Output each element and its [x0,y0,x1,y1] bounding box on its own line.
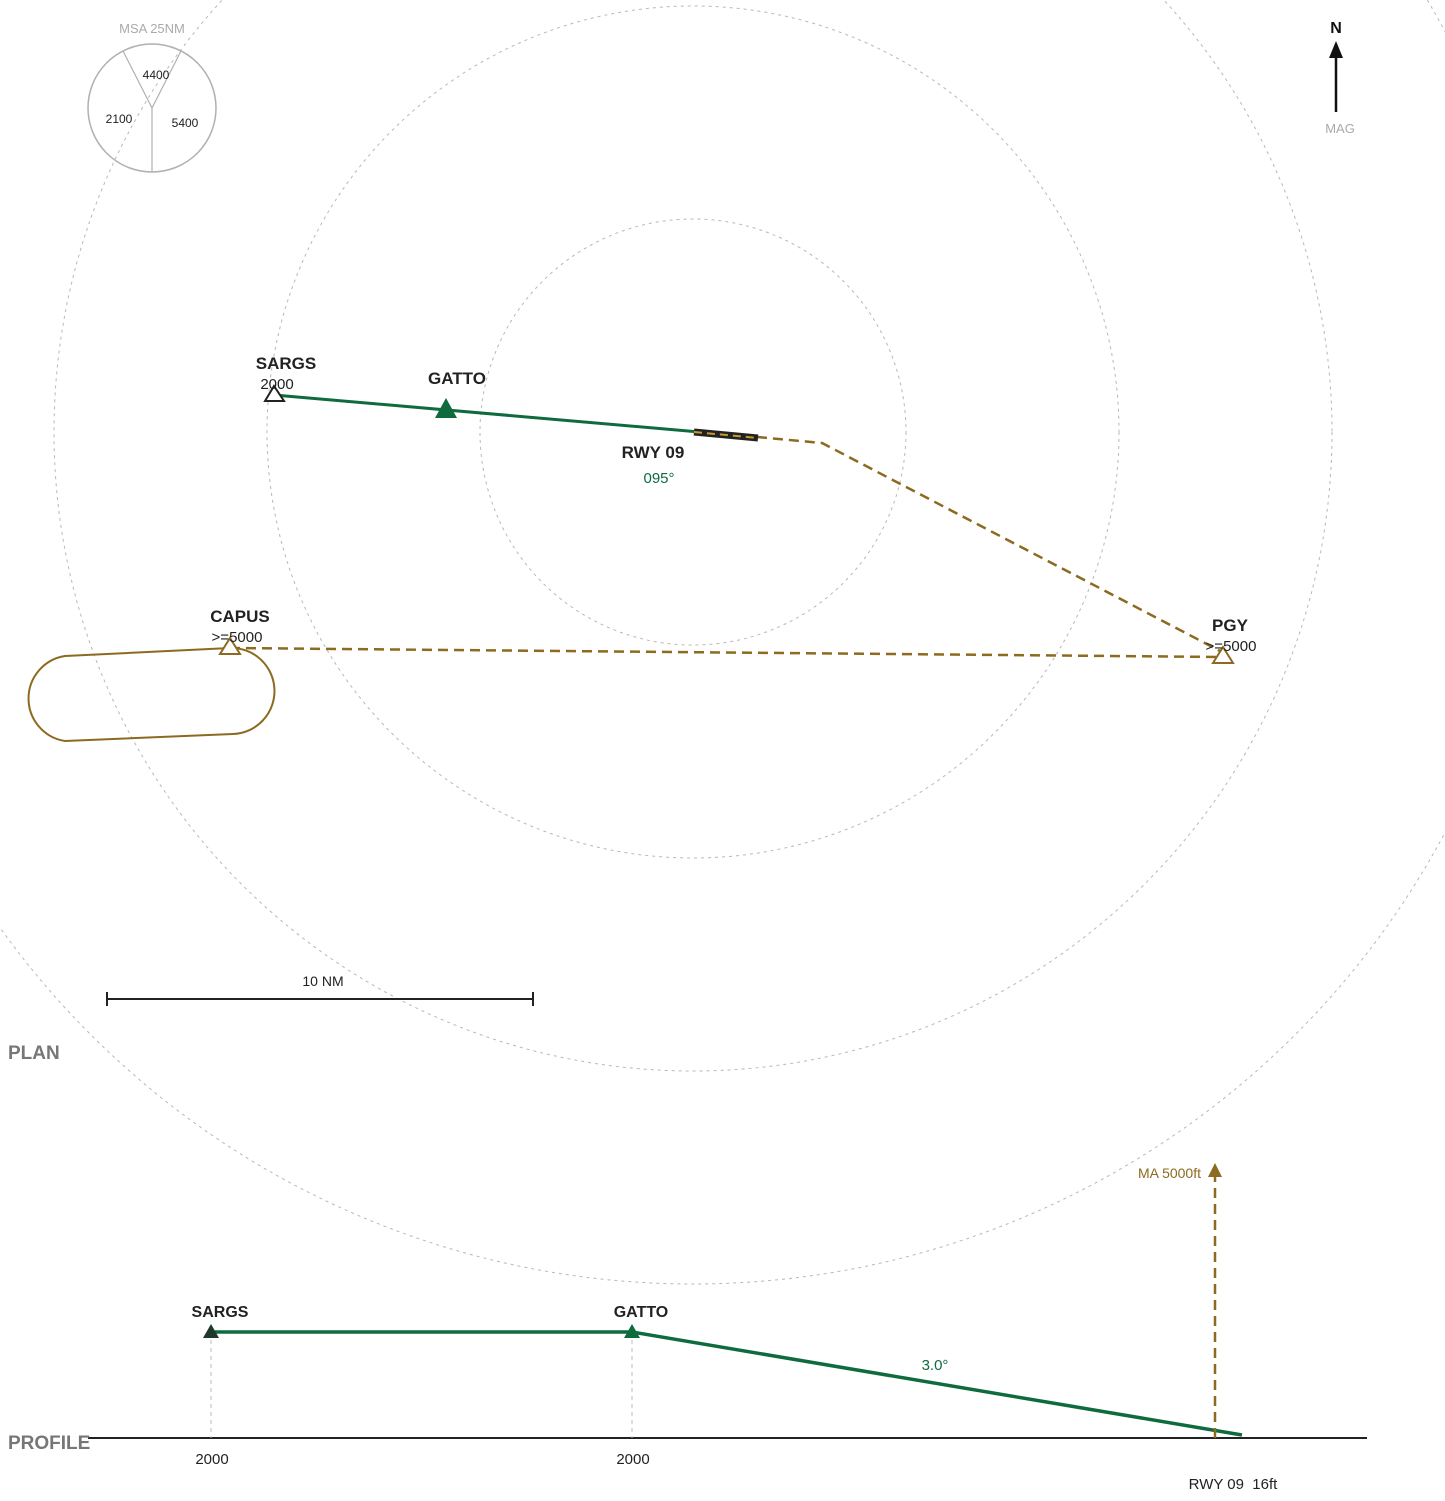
profile-sargs-alt: 2000 [195,1451,228,1468]
msa-sector-line [151,50,182,109]
gatto-faf-icon [435,398,457,418]
runway-centerline [693,431,759,439]
scale-bar: 10 NM [106,973,534,1006]
profile-approach-path [211,1330,1243,1437]
capus-alt: >=5000 [212,629,263,646]
range-rings [0,0,1445,1285]
missed-approach-path [229,435,1223,659]
waypoint-pgy[interactable]: PGY >=5000 [1206,616,1257,664]
range-ring-4 [0,0,1445,1285]
range-ring-2 [266,5,1120,859]
sargs-name: SARGS [256,354,316,373]
north-arrow-head-icon [1329,41,1343,58]
profile-section-label: PROFILE [8,1433,90,1454]
msa-sector-east: 5400 [172,116,199,130]
profile-gatto-alt: 2000 [616,1451,649,1468]
missed-approach-arrow-icon [1208,1163,1222,1177]
glidepath-angle-label: 3.0° [922,1357,949,1374]
pgy-name: PGY [1212,616,1249,635]
north-ref-label: MAG [1325,121,1355,136]
msa-sector-west: 2100 [106,112,133,126]
msa-diagram: MSA 25NM 4400 2100 5400 [87,21,217,173]
missed-approach-leg [229,646,1223,659]
runway-label: RWY 09 [622,443,685,462]
missed-approach-label: MA 5000ft [1138,1165,1201,1181]
waypoint-capus[interactable]: CAPUS >=5000 [210,607,270,655]
north-label: N [1330,20,1342,37]
profile-sargs-name: SARGS [192,1304,249,1321]
msa-sector-north: 4400 [143,68,170,82]
profile-gatto-icon [624,1324,640,1338]
range-ring-1 [479,218,907,646]
runway-09 [693,428,759,442]
missed-approach-leg [756,435,1223,654]
profile-gatto-name: GATTO [614,1304,669,1321]
msa-sector-line [122,50,153,109]
capus-name: CAPUS [210,607,270,626]
capus-fix-icon [218,636,242,655]
msa-title: MSA 25NM [119,21,185,36]
approach-course-label: 095° [643,470,674,487]
gatto-name: GATTO [428,369,486,388]
waypoint-sargs[interactable]: SARGS 2000 [256,354,316,402]
approach-course [273,393,758,439]
pgy-fix-icon [1211,645,1235,664]
sargs-fix-icon [263,384,286,402]
plan-section-label: PLAN [8,1043,60,1064]
north-arrow: N MAG [1325,20,1355,136]
sargs-alt: 2000 [260,376,293,393]
profile-view: MA 5000ft SARGS 2000 GATTO 2000 3.0° RWY… [88,1163,1367,1493]
profile-sargs-icon [203,1324,219,1338]
waypoint-gatto[interactable]: GATTO [428,369,486,418]
range-ring-3 [53,0,1333,1072]
pgy-alt: >=5000 [1206,638,1257,655]
scale-bar-label: 10 NM [302,973,343,989]
threshold-label: RWY 09 16ft [1189,1476,1278,1493]
holding-pattern [27,646,276,743]
